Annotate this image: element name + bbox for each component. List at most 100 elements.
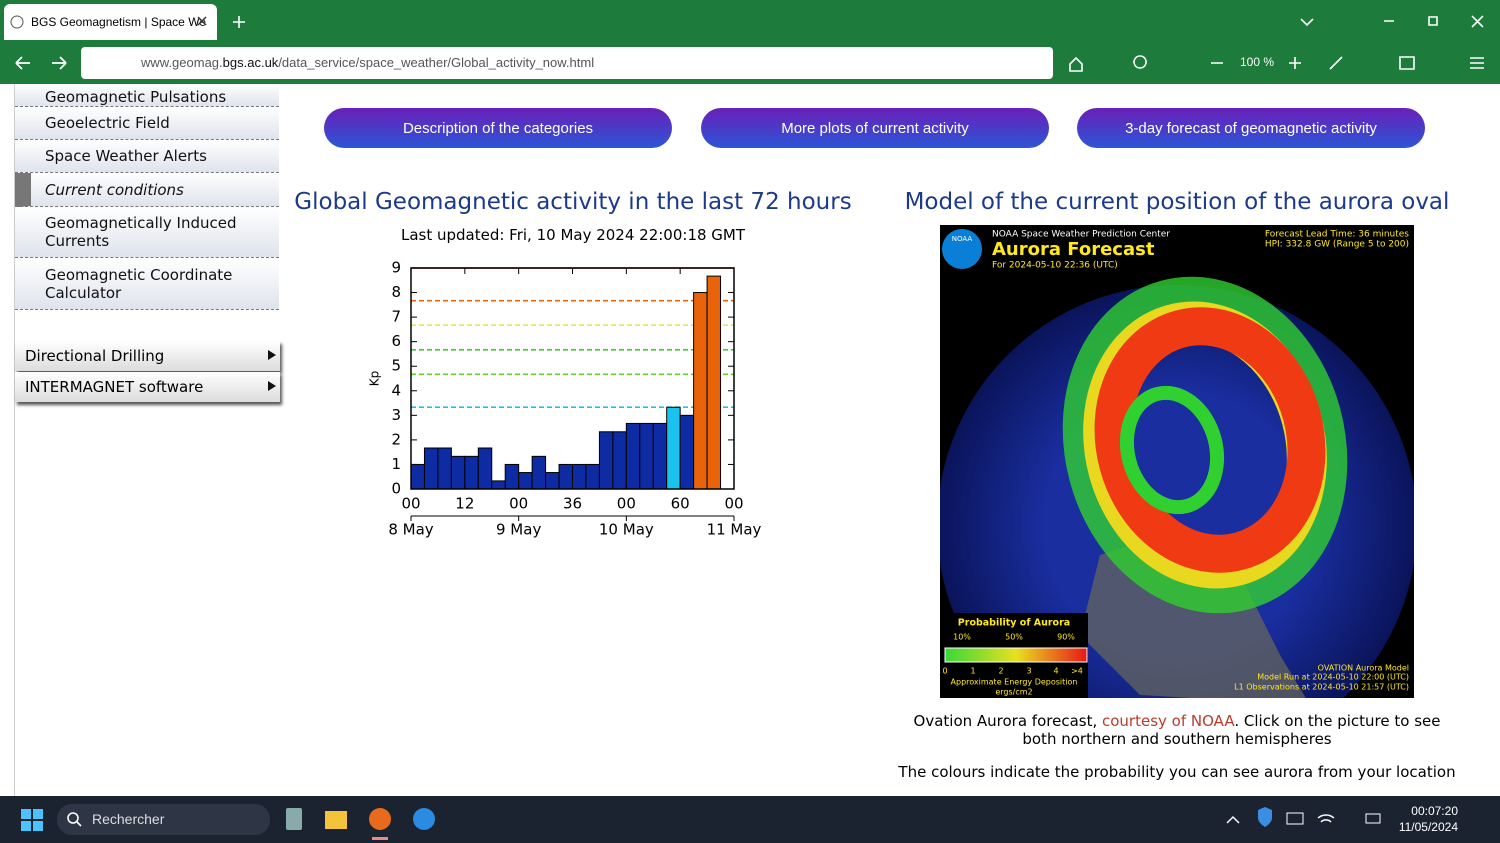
- x-tick-label: 00: [617, 495, 636, 513]
- bar: [666, 406, 681, 490]
- img-text: OVATION Aurora Model: [1318, 664, 1409, 673]
- img-text: ergs/cm2: [995, 688, 1032, 697]
- x-tick-label: 12: [455, 495, 474, 513]
- url-bar[interactable]: [81, 47, 1053, 79]
- app-icon[interactable]: [369, 808, 391, 830]
- bar: [652, 422, 668, 490]
- date-label: 8 May: [388, 521, 433, 539]
- side-item[interactable]: Geoelectric Field: [15, 107, 279, 140]
- img-text: 1: [970, 667, 975, 676]
- bar: [437, 447, 452, 490]
- side-item[interactable]: Geomagnetic Coordinate Calculator: [15, 258, 279, 310]
- bar: [477, 447, 493, 490]
- button[interactable]: 3-day forecast of geomagnetic activity: [1077, 108, 1425, 148]
- bar: [706, 275, 722, 490]
- date-label: 9 May: [496, 521, 541, 539]
- url-domain: bgs.ac.uk: [222, 55, 279, 70]
- img-text: 10%: [953, 633, 971, 642]
- img-text: Model Run at 2024-05-10 22:00 (UTC): [1257, 673, 1409, 682]
- y-tick-label: 7: [391, 308, 401, 326]
- img-text: L1 Observations at 2024-05-10 21:57 (UTC…: [1234, 683, 1409, 692]
- y-tick-label: 3: [391, 406, 401, 424]
- x-tick-label: 00: [724, 495, 743, 513]
- x-tick-label: 60: [671, 495, 690, 513]
- bar: [693, 292, 708, 490]
- caption-link[interactable]: courtesy of NOAA: [1102, 712, 1235, 730]
- side-item[interactable]: Geomagnetic Pulsations: [15, 84, 279, 107]
- app-icon[interactable]: [413, 808, 435, 830]
- bar: [625, 422, 641, 490]
- bar: [410, 463, 425, 490]
- bar: [612, 431, 627, 490]
- submenu[interactable]: Directional Drilling: [15, 341, 280, 371]
- url-path: /data_service/space_weather/Global_activ…: [278, 55, 595, 70]
- zoom[interactable]: 100 %: [1240, 55, 1275, 69]
- img-legend-title: Probability of Aurora: [958, 618, 1070, 629]
- app-icon[interactable]: [286, 808, 302, 830]
- img-text: Forecast Lead Time: 36 minutes: [1265, 230, 1409, 240]
- url-host: www.geomag.: [141, 55, 223, 70]
- clock-time[interactable]: 00:07:20: [1411, 804, 1458, 818]
- img-text: >4: [1071, 667, 1083, 676]
- y-tick-label: 5: [391, 357, 401, 375]
- img-colorbar: [944, 647, 1088, 663]
- bar: [491, 480, 506, 490]
- x-tick-label: 00: [509, 495, 528, 513]
- date-label: 10 May: [599, 521, 654, 539]
- aurora-image[interactable]: NOAA NOAA Space Weather Prediction Cente…: [940, 225, 1414, 698]
- bar: [558, 463, 574, 490]
- bar: [450, 455, 466, 490]
- nav-buttons[interactable]: [15, 56, 67, 70]
- favicon: [10, 15, 24, 29]
- noaa-logo: NOAA: [952, 235, 973, 243]
- y-tick-label: 6: [391, 332, 401, 350]
- img-text: Approximate Energy Deposition: [951, 678, 1078, 687]
- submenu-label: Directional Drilling: [25, 347, 165, 365]
- search-box[interactable]: [57, 804, 270, 835]
- bar: [531, 455, 547, 490]
- tab-title: BGS Geomagnetism | Space We: [31, 15, 206, 29]
- app-icon[interactable]: [325, 811, 347, 829]
- aurora-note: The colours indicate the probability you…: [898, 763, 1456, 781]
- start-button[interactable]: [21, 809, 43, 831]
- img-text: 50%: [1005, 633, 1023, 642]
- tab-close[interactable]: [197, 16, 207, 26]
- caption-text: Ovation Aurora forecast,: [913, 712, 1102, 730]
- url[interactable]: www.geomag.bgs.ac.uk/data_service/space_…: [141, 55, 594, 70]
- chart-subtitle: Last updated: Fri, 10 May 2024 22:00:18 …: [400, 226, 746, 244]
- bar: [464, 455, 479, 490]
- side-item-current[interactable]: Current conditions: [15, 173, 279, 207]
- img-text: 90%: [1057, 633, 1075, 642]
- side-item[interactable]: Geomagnetically Induced Currents: [15, 207, 279, 258]
- bar: [518, 472, 533, 490]
- side-item[interactable]: Space Weather Alerts: [15, 140, 279, 173]
- chrome-icons: [10, 15, 1484, 79]
- img-text: NOAA Space Weather Prediction Center: [992, 230, 1170, 240]
- bar: [423, 447, 439, 490]
- x-tick-label: 36: [563, 495, 582, 513]
- img-text: HPI: 332.8 GW (Range 5 to 200): [1265, 240, 1409, 250]
- y-axis-label: Kp: [368, 371, 382, 387]
- toolbar-icons[interactable]: [1069, 55, 1484, 72]
- taskbar-icons: [21, 804, 1381, 840]
- img-text: 2: [998, 667, 1003, 676]
- submenu-label: INTERMAGNET software: [25, 378, 204, 396]
- tab[interactable]: BGS Geomagnetism | Space We: [4, 4, 217, 40]
- submenu[interactable]: INTERMAGNET software: [15, 372, 280, 402]
- y-tick-label: 2: [391, 430, 401, 448]
- bar: [679, 414, 695, 490]
- button[interactable]: More plots of current activity: [701, 108, 1049, 148]
- window-controls[interactable]: [197, 15, 1484, 28]
- bar: [639, 422, 654, 490]
- bar: [572, 463, 587, 490]
- img-heading: Aurora Forecast: [992, 239, 1155, 260]
- bar: [504, 463, 520, 490]
- button[interactable]: Description of the categories: [324, 108, 672, 148]
- search-placeholder[interactable]: Rechercher: [92, 811, 165, 827]
- caption-text: . Click on the picture to see both north…: [1022, 712, 1441, 748]
- page-border: [14, 84, 15, 796]
- img-text: 4: [1053, 667, 1058, 676]
- clock-date[interactable]: 11/05/2024: [1398, 820, 1458, 834]
